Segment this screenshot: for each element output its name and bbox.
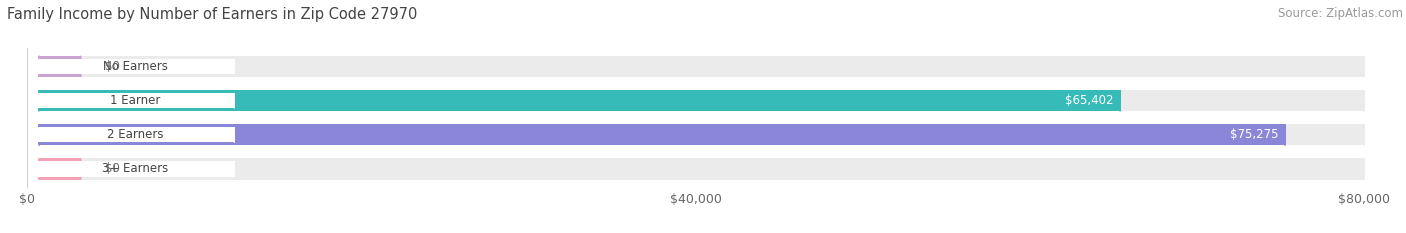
Text: $0: $0: [105, 60, 120, 73]
Bar: [35, 59, 235, 74]
Text: 1 Earner: 1 Earner: [110, 94, 160, 107]
Bar: [35, 161, 235, 177]
Text: 2 Earners: 2 Earners: [107, 128, 163, 141]
Bar: [39, 56, 80, 77]
Bar: [39, 158, 80, 180]
Text: Family Income by Number of Earners in Zip Code 27970: Family Income by Number of Earners in Zi…: [7, 7, 418, 22]
Bar: [35, 127, 235, 142]
Text: $75,275: $75,275: [1230, 128, 1279, 141]
Text: Source: ZipAtlas.com: Source: ZipAtlas.com: [1278, 7, 1403, 20]
Bar: [39, 158, 1364, 180]
Bar: [35, 93, 235, 108]
Bar: [39, 90, 1121, 111]
Text: 3+ Earners: 3+ Earners: [103, 162, 169, 175]
Text: No Earners: No Earners: [103, 60, 167, 73]
Bar: [39, 124, 1364, 145]
Bar: [39, 124, 1285, 145]
Bar: [39, 90, 1364, 111]
Text: $65,402: $65,402: [1066, 94, 1114, 107]
Bar: [39, 56, 1364, 77]
Text: $0: $0: [105, 162, 120, 175]
